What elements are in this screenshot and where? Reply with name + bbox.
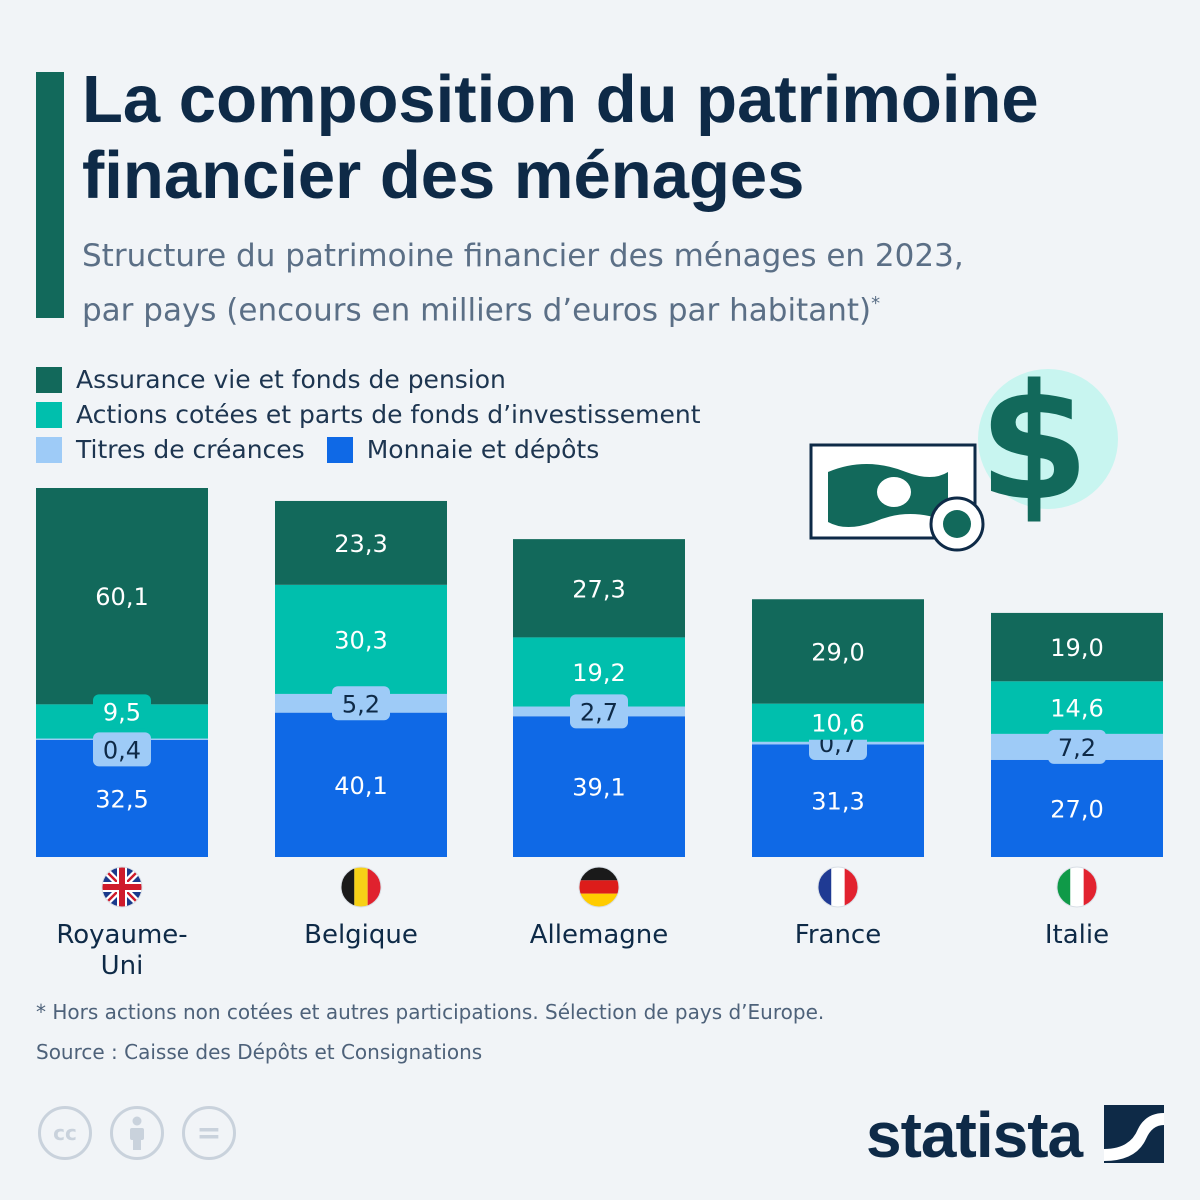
coin-circle-background (978, 369, 1118, 509)
germany-flag-icon (578, 866, 620, 908)
stacked-bar-chart: 32,5 0,4 9,5 60,1 Royaume-Uni 40,1 5,2 30,3 23,3… (36, 488, 1163, 981)
value-label-italie-titres-de-creances: 7,2 (1058, 734, 1096, 762)
legend-row-1: Assurance vie et fonds de pension (36, 362, 723, 397)
value-label-france-assurance-vie-et-fonds-de-pension: 29,0 (811, 638, 864, 666)
subtitle-line-1: Structure du patrimoine financier des mé… (82, 238, 964, 274)
legend-item-actions: Actions cotées et parts de fonds d’inves… (36, 400, 701, 429)
value-label-allemagne-monnaie-et-depots: 39,1 (572, 774, 625, 802)
subtitle-footnote-mark: * (871, 293, 881, 314)
value-label-italie-assurance-vie-et-fonds-de-pension: 19,0 (1050, 634, 1103, 662)
chart-title: La composition du patrimoine financier d… (82, 62, 1039, 213)
legend-label-assurance-vie: Assurance vie et fonds de pension (76, 365, 506, 394)
subtitle-line-2: par pays (encours en milliers d’euros pa… (82, 280, 1172, 334)
bar-royaume-uni-assurance-vie-et-fonds-de-pension (36, 488, 208, 705)
value-pill-france-actions-cotees-et-parts-de-fonds-d-investissement (804, 705, 872, 740)
bar-france-monnaie-et-depots (752, 744, 924, 857)
dollar-sign-icon: $ (978, 352, 1089, 536)
legend-swatch-titres (36, 436, 62, 463)
value-label-belgique-monnaie-et-depots: 40,1 (334, 772, 387, 800)
uk-flag-icon (101, 866, 143, 908)
value-label-royaume-uni-assurance-vie-et-fonds-de-pension: 60,1 (95, 583, 148, 611)
legend-label-monnaie: Monnaie et dépôts (366, 435, 600, 464)
italy-flag-icon (1056, 866, 1098, 908)
legend-label-titres: Titres de créances (76, 435, 305, 464)
category-label-royaume-uni-line-1: Royaume- (56, 920, 187, 950)
footnote: * Hors actions non cotées et autres part… (36, 1000, 825, 1024)
category-label-belgique: Belgique (304, 920, 418, 950)
value-label-royaume-uni-titres-de-creances: 0,4 (103, 736, 141, 764)
bar-italie-assurance-vie-et-fonds-de-pension (991, 612, 1163, 682)
category-label-italie: Italie (1045, 920, 1109, 950)
value-pill-belgique-titres-de-creances (332, 686, 390, 721)
france-flag-icon (817, 866, 859, 908)
cc-icon[interactable]: cc (38, 1106, 92, 1160)
legend-label-actions: Actions cotées et parts de fonds d’inves… (76, 400, 701, 429)
bar-belgique-monnaie-et-depots (275, 712, 447, 857)
value-label-allemagne-titres-de-creances: 2,7 (580, 698, 618, 726)
statista-logo[interactable]: statista (866, 1099, 1083, 1171)
money-illustration: $ (809, 352, 1118, 552)
legend: Assurance vie et fonds de pension Action… (36, 362, 723, 467)
value-pill-allemagne-titres-de-creances (570, 694, 628, 729)
subtitle-line-2-text: par pays (encours en milliers d’euros pa… (82, 292, 872, 329)
bar-france-assurance-vie-et-fonds-de-pension (752, 599, 924, 704)
value-label-belgique-assurance-vie-et-fonds-de-pension: 23,3 (334, 530, 387, 558)
value-label-belgique-actions-cotees-et-parts-de-fonds-d-investissement: 30,3 (334, 626, 387, 654)
value-label-france-actions-cotees-et-parts-de-fonds-d-investissement: 10,6 (811, 710, 864, 738)
value-label-allemagne-actions-cotees-et-parts-de-fonds-d-investissement: 19,2 (572, 659, 625, 687)
value-label-royaume-uni-actions-cotees-et-parts-de-fonds-d-investissement: 9,5 (103, 698, 141, 726)
bar-belgique-actions-cotees-et-parts-de-fonds-d-investissement (275, 584, 447, 694)
legend-swatch-actions (36, 401, 62, 428)
value-label-france-monnaie-et-depots: 31,3 (811, 788, 864, 816)
statista-logo-mark-icon (1104, 1105, 1164, 1163)
value-label-belgique-titres-de-creances: 5,2 (342, 690, 380, 718)
bar-allemagne-assurance-vie-et-fonds-de-pension (513, 539, 685, 638)
value-label-italie-actions-cotees-et-parts-de-fonds-d-investissement: 14,6 (1050, 695, 1103, 723)
bar-italie-monnaie-et-depots (991, 759, 1163, 857)
legend-swatch-assurance-vie (36, 366, 62, 393)
category-label-royaume-uni-line-2: Uni (101, 951, 144, 981)
bar-belgique-assurance-vie-et-fonds-de-pension (275, 500, 447, 585)
attribution-person-icon (130, 1116, 144, 1150)
value-pill-royaume-uni-titres-de-creances (93, 732, 151, 767)
bar-italie-actions-cotees-et-parts-de-fonds-d-investissement (991, 681, 1163, 734)
title-accent-bar (36, 72, 64, 318)
legend-item-monnaie: Monnaie et dépôts (326, 435, 600, 464)
belgium-flag-icon (340, 866, 382, 908)
legend-item-assurance-vie: Assurance vie et fonds de pension (36, 365, 506, 394)
coin-inner-icon (943, 510, 971, 538)
value-label-italie-monnaie-et-depots: 27,0 (1050, 795, 1103, 823)
category-label-allemagne: Allemagne (530, 920, 668, 950)
banknote-center-icon (877, 477, 911, 507)
legend-item-titres: Titres de créances (36, 435, 305, 464)
bar-allemagne-monnaie-et-depots (513, 716, 685, 857)
legend-row-3: Titres de créances Monnaie et dépôts (36, 432, 723, 467)
chart-subtitle: Structure du patrimoine financier des mé… (82, 232, 1172, 334)
no-derivatives-icon[interactable]: = (182, 1106, 236, 1160)
value-label-royaume-uni-monnaie-et-depots: 32,5 (95, 786, 148, 814)
category-label-france: France (795, 920, 881, 950)
legend-swatch-monnaie (326, 436, 353, 463)
value-pill-italie-titres-de-creances (1048, 729, 1106, 764)
legend-row-2: Actions cotées et parts de fonds d’inves… (36, 397, 723, 432)
value-pill-royaume-uni-actions-cotees-et-parts-de-fonds-d-investissement (93, 694, 151, 729)
attribution-icon[interactable] (110, 1106, 164, 1160)
source: Source : Caisse des Dépôts et Consignati… (36, 1040, 483, 1064)
value-label-allemagne-assurance-vie-et-fonds-de-pension: 27,3 (572, 575, 625, 603)
